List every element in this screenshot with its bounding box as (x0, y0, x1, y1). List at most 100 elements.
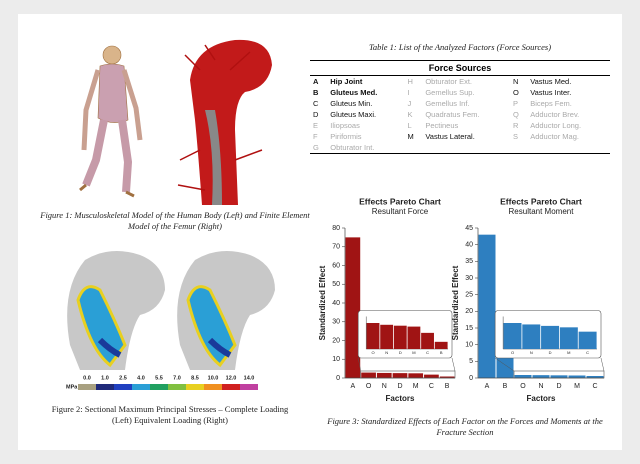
inset-bar (380, 325, 393, 349)
inset-bar (579, 332, 597, 349)
colorbar-swatch (222, 384, 240, 390)
factor-code: N (510, 76, 527, 88)
inset-bar (421, 333, 434, 349)
bar (569, 376, 586, 379)
factor-code: F (310, 131, 327, 142)
y-tick-label: 30 (465, 275, 473, 282)
colorbar-label: 1.0 (101, 375, 109, 381)
inset-bar (560, 327, 578, 349)
y-tick-label: 30 (332, 319, 340, 326)
x-tick-label: N (382, 383, 387, 390)
bar (393, 373, 408, 378)
colorbar-label: 14.0 (244, 375, 255, 381)
y-tick-label: 70 (332, 244, 340, 251)
inset-bar (541, 326, 559, 349)
colorbar-label: 10.0 (208, 375, 219, 381)
colorbar-label: 5.5 (155, 375, 163, 381)
y-tick-label: 45 (465, 225, 473, 232)
y-tick-label: 40 (332, 300, 340, 307)
factor-name: Adductor Brev. (527, 109, 610, 120)
factor-name: Adductor Mag. (527, 131, 610, 142)
colorbar-swatch (150, 384, 168, 390)
x-tick-label: A (485, 383, 490, 390)
factor-name: Quadratus Fem. (422, 109, 510, 120)
figure-caption: Figure 3: Standardized Effects of Each F… (320, 416, 610, 438)
factor-code: O (510, 87, 527, 98)
x-tick-label: B (445, 383, 450, 390)
factor-name: Vastus Inter. (527, 87, 610, 98)
x-tick-label: M (574, 383, 580, 390)
factor-code: Q (510, 109, 527, 120)
inset-bar (394, 326, 407, 349)
factor-code: P (510, 98, 527, 109)
factor-name: Pectineus (422, 120, 510, 131)
y-tick-label: 80 (332, 225, 340, 232)
factor-code (405, 142, 423, 154)
bar (479, 235, 496, 378)
inset-bar (522, 324, 540, 349)
factor-code: D (310, 109, 327, 120)
x-tick-label: B (503, 383, 508, 390)
inset-tick-label: D (399, 350, 402, 355)
bar (515, 375, 532, 378)
factor-name: Gluteus Min. (327, 98, 404, 109)
x-tick-label: N (538, 383, 543, 390)
inset-bar (367, 323, 380, 349)
factor-name (422, 142, 510, 154)
y-tick-label: 35 (465, 258, 473, 265)
table-title: Table 1: List of the Analyzed Factors (F… (310, 42, 610, 53)
table-header: Force Sources (310, 61, 610, 76)
colorbar-swatch (78, 384, 96, 390)
factor-name: Gemellus Sup. (422, 87, 510, 98)
factor-code: G (310, 142, 327, 154)
factor-code: R (510, 120, 527, 131)
factor-code: L (405, 120, 423, 131)
colorbar-label: 4.0 (137, 375, 145, 381)
factor-name: Obturator Int. (327, 142, 404, 154)
factor-name: Vastus Lateral. (422, 131, 510, 142)
factor-code: C (310, 98, 327, 109)
inset-tick-label: O (371, 350, 374, 355)
colorbar-label: 8.5 (191, 375, 199, 381)
colorbar-swatch (240, 384, 258, 390)
y-tick-label: 10 (332, 356, 340, 363)
x-axis-label: Factors (527, 394, 556, 403)
x-tick-label: M (413, 383, 419, 390)
chart-title: Effects Pareto Chart (500, 196, 582, 206)
factor-name: Adductor Long. (527, 120, 610, 131)
y-tick-label: 50 (332, 281, 340, 288)
bar (424, 375, 439, 378)
factor-code (510, 142, 527, 154)
colorbar-label: 12.0 (226, 375, 237, 381)
body-model (80, 46, 140, 196)
inset-bar (408, 327, 421, 349)
y-tick-label: 0 (469, 375, 473, 382)
inset-tick-label: O (511, 350, 514, 355)
y-tick-label: 15 (465, 325, 473, 332)
factor-code: B (310, 87, 327, 98)
colorbar-swatch (186, 384, 204, 390)
factor-name: Gluteus Med. (327, 87, 404, 98)
inset-tick-label: B (440, 350, 443, 355)
colorbar-swatch (132, 384, 150, 390)
x-tick-label: C (429, 383, 434, 390)
x-tick-label: D (556, 383, 561, 390)
femur-model (178, 40, 272, 205)
factor-name: Iliopsoas (327, 120, 404, 131)
factor-name: Hip Joint (327, 76, 404, 88)
figure-caption: Figure 2: Sectional Maximum Principal St… (45, 404, 295, 426)
factor-code: J (405, 98, 423, 109)
connector (601, 358, 604, 371)
factor-code: S (510, 131, 527, 142)
colorbar-swatch (114, 384, 132, 390)
bar (377, 373, 392, 378)
factor-code: A (310, 76, 327, 88)
inset-tick-label: N (530, 350, 533, 355)
inset-bar (504, 323, 522, 349)
x-axis-label: Factors (386, 394, 415, 403)
y-tick-label: 25 (465, 292, 473, 299)
inset-tick-label: N (385, 350, 388, 355)
connector (452, 358, 455, 371)
y-tick-label: 20 (465, 308, 473, 315)
